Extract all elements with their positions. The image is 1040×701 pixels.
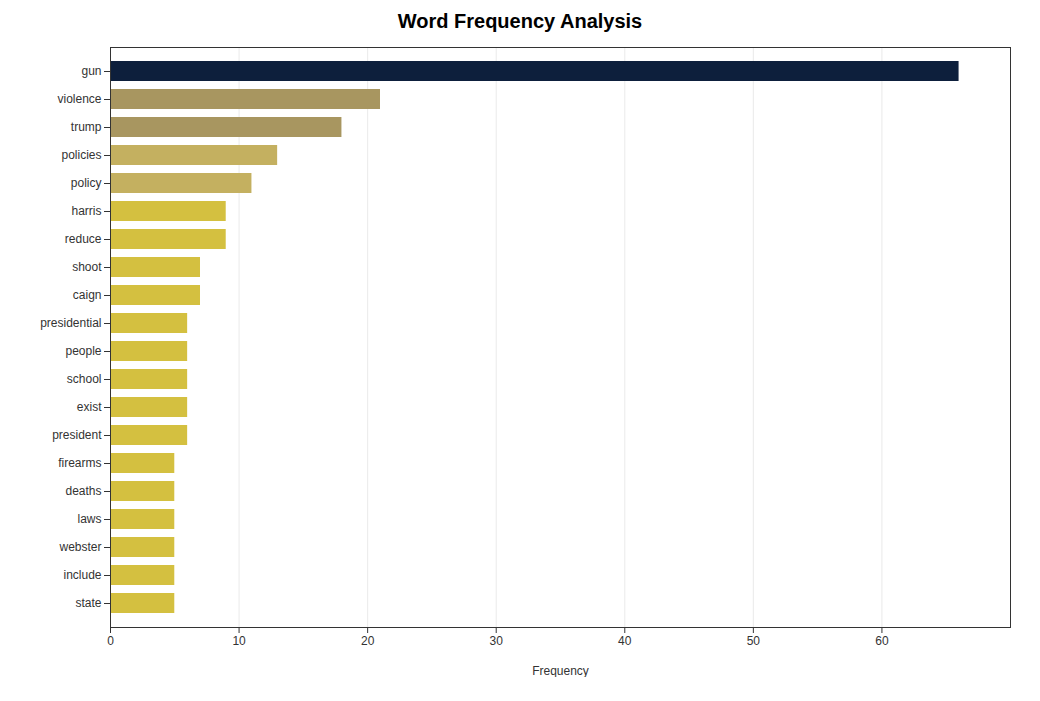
svg-text:firearms: firearms [58, 456, 101, 470]
svg-text:50: 50 [747, 634, 761, 648]
svg-text:policies: policies [61, 148, 101, 162]
svg-text:violence: violence [57, 92, 101, 106]
svg-text:10: 10 [232, 634, 246, 648]
svg-text:exist: exist [77, 400, 102, 414]
svg-text:caign: caign [73, 288, 102, 302]
svg-text:0: 0 [107, 634, 114, 648]
svg-text:20: 20 [361, 634, 375, 648]
svg-text:harris: harris [71, 204, 101, 218]
svg-text:reduce: reduce [65, 232, 102, 246]
svg-text:school: school [67, 372, 102, 386]
svg-text:Frequency: Frequency [532, 664, 589, 678]
svg-text:include: include [63, 568, 101, 582]
svg-text:webster: webster [58, 540, 101, 554]
svg-text:60: 60 [875, 634, 889, 648]
svg-text:laws: laws [77, 512, 101, 526]
svg-text:people: people [65, 344, 101, 358]
html-text:Word Frequency Analysis: Word Frequency Analysis [397, 10, 643, 32]
svg-text:president: president [52, 428, 102, 442]
svg-text:shoot: shoot [72, 260, 102, 274]
svg-text:30: 30 [490, 634, 504, 648]
svg-text:gun: gun [81, 64, 101, 78]
svg-text:presidential: presidential [40, 316, 101, 330]
svg-text:40: 40 [618, 634, 632, 648]
svg-text:policy: policy [71, 176, 102, 190]
svg-text:trump: trump [71, 120, 102, 134]
svg-text:state: state [75, 596, 101, 610]
svg-text:deaths: deaths [65, 484, 101, 498]
